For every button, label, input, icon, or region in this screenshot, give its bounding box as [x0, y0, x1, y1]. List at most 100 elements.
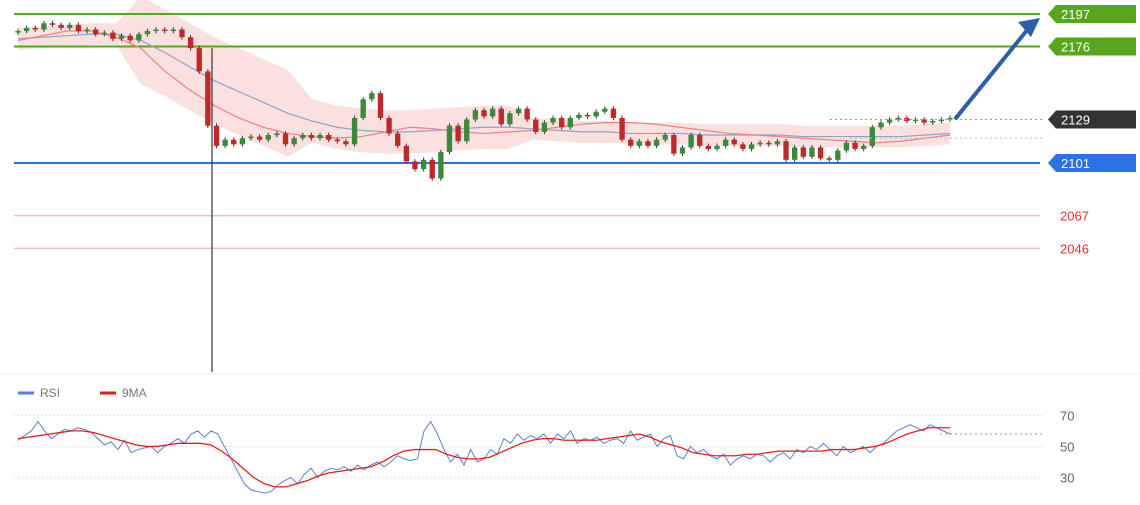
candle-88 [774, 138, 781, 147]
candle-76 [671, 132, 677, 156]
candle-27 [248, 134, 254, 141]
candle-46 [412, 159, 418, 172]
candle-body [179, 29, 185, 38]
candle-37 [334, 137, 340, 144]
candle-body [886, 119, 893, 123]
candle-body [92, 29, 99, 35]
candle-body [576, 114, 582, 118]
candle-98 [861, 143, 867, 152]
candle-31 [282, 131, 289, 147]
candle-61 [541, 120, 548, 135]
candle-body [507, 113, 513, 125]
candle-body [714, 145, 720, 149]
candle-35 [317, 132, 323, 141]
candle-body [938, 119, 945, 122]
candle-body [791, 147, 798, 160]
candle-2 [32, 25, 38, 32]
candle-body [602, 108, 608, 112]
candle-body [826, 158, 832, 160]
candle-body [300, 135, 306, 139]
candle-body [153, 29, 159, 32]
level-tag-2101 [1048, 153, 1136, 172]
candle-body [921, 119, 927, 123]
candle-19 [179, 27, 185, 40]
projection-arrow-shaft [954, 21, 1034, 120]
candle-body [679, 147, 686, 154]
candle-body [15, 31, 21, 33]
candle-body [653, 139, 660, 146]
candle-95 [835, 148, 841, 163]
candle-body [213, 125, 220, 146]
rsi-panel: 70 50 30 RSI 9MA [14, 386, 1074, 494]
candle-body [170, 29, 177, 32]
candle-body [162, 29, 168, 32]
candle-body [584, 114, 591, 117]
candle-body [127, 35, 133, 41]
candle-18 [170, 27, 177, 34]
candle-11 [110, 30, 116, 42]
candle-53 [472, 107, 479, 122]
candle-4 [49, 20, 56, 28]
candle-body [49, 23, 56, 25]
rsi-tick-70: 70 [1060, 408, 1074, 423]
candle-body [317, 135, 323, 139]
candle-body [351, 117, 358, 145]
candle-67 [593, 109, 599, 119]
candle-body [205, 71, 211, 126]
candle-body [248, 136, 254, 139]
candle-body [472, 110, 479, 120]
candle-body [895, 117, 901, 120]
candle-96 [843, 140, 850, 153]
candle-100 [878, 120, 884, 130]
level-label-2197: 2197 [1061, 7, 1090, 22]
candle-body [610, 108, 617, 118]
candle-body [455, 125, 461, 142]
candle-body [912, 119, 919, 122]
candle-99 [869, 124, 876, 149]
rsi-series-9ma [17, 427, 950, 488]
candle-body [533, 119, 539, 132]
level-label-2046: 2046 [1060, 241, 1089, 256]
candle-17 [162, 27, 168, 34]
candle-body [662, 135, 668, 140]
candle-body [438, 152, 444, 179]
candle-body [196, 48, 202, 72]
candle-body [464, 119, 470, 142]
candle-64 [567, 115, 573, 130]
candle-body [930, 121, 936, 123]
candle-72 [636, 138, 643, 149]
candle-93 [817, 145, 824, 161]
candle-body [274, 133, 280, 136]
candle-body [489, 108, 496, 117]
candle-body [783, 141, 789, 160]
candle-49 [438, 149, 444, 181]
candle-21 [196, 45, 202, 74]
candle-body [541, 122, 548, 132]
candle-45 [403, 143, 410, 164]
candle-91 [800, 145, 806, 160]
candles-layer [15, 20, 953, 181]
candle-body [835, 150, 841, 160]
candle-90 [791, 145, 798, 163]
candle-body [748, 144, 755, 149]
candle-34 [308, 132, 315, 141]
candle-body [118, 35, 125, 39]
candle-body [412, 161, 418, 170]
candle-body [671, 135, 677, 154]
level-label-2101: 2101 [1061, 156, 1090, 171]
candle-36 [325, 132, 332, 142]
candle-69 [610, 106, 617, 121]
candle-body [766, 142, 772, 145]
candle-9 [92, 27, 99, 37]
candle-102 [895, 115, 901, 122]
candle-85 [748, 141, 755, 152]
candle-94 [826, 155, 832, 163]
candle-body [101, 32, 107, 35]
candle-63 [558, 115, 565, 130]
candle-body [32, 27, 38, 30]
candle-body [360, 99, 366, 118]
candle-70 [619, 115, 625, 142]
candle-107 [938, 117, 945, 124]
